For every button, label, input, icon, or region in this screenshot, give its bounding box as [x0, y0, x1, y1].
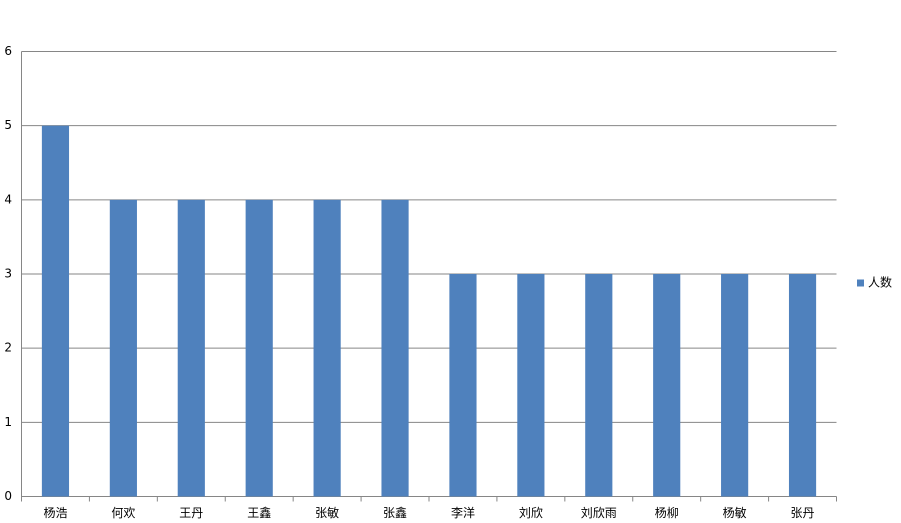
bar	[585, 274, 613, 497]
x-tick-label: 杨敏	[723, 505, 747, 520]
bar	[721, 274, 749, 497]
y-tick-label: 5	[4, 118, 12, 132]
x-tick-label: 张丹	[791, 506, 815, 520]
y-tick-label: 0	[4, 489, 12, 503]
x-tick-label: 张敏	[315, 505, 339, 520]
y-tick-label: 4	[4, 192, 12, 206]
y-tick-label: 2	[4, 341, 12, 355]
y-tick-label: 3	[4, 267, 12, 281]
x-tick-label: 刘欣	[519, 506, 543, 520]
x-tick-label: 刘欣雨	[581, 506, 617, 520]
bar	[109, 199, 137, 497]
bar	[517, 274, 545, 497]
y-tick-label: 1	[4, 415, 12, 429]
x-tick-label: 何欢	[111, 505, 135, 520]
legend-label: 人数	[868, 275, 892, 290]
legend-swatch	[857, 279, 864, 287]
bar	[313, 199, 341, 497]
bar	[245, 199, 273, 497]
bar	[449, 274, 477, 497]
bar	[653, 274, 681, 497]
x-tick-label: 杨浩	[43, 505, 67, 520]
bar	[381, 199, 409, 497]
x-tick-label: 张鑫	[383, 505, 407, 520]
bar	[41, 125, 70, 497]
bar	[788, 274, 817, 497]
y-tick-label: 6	[4, 44, 12, 58]
x-tick-label: 王丹	[179, 506, 203, 520]
bar	[177, 199, 205, 497]
x-tick-label: 李洋	[451, 505, 475, 520]
x-tick-label: 杨柳	[655, 505, 679, 520]
x-tick-label: 王鑫	[247, 505, 271, 520]
